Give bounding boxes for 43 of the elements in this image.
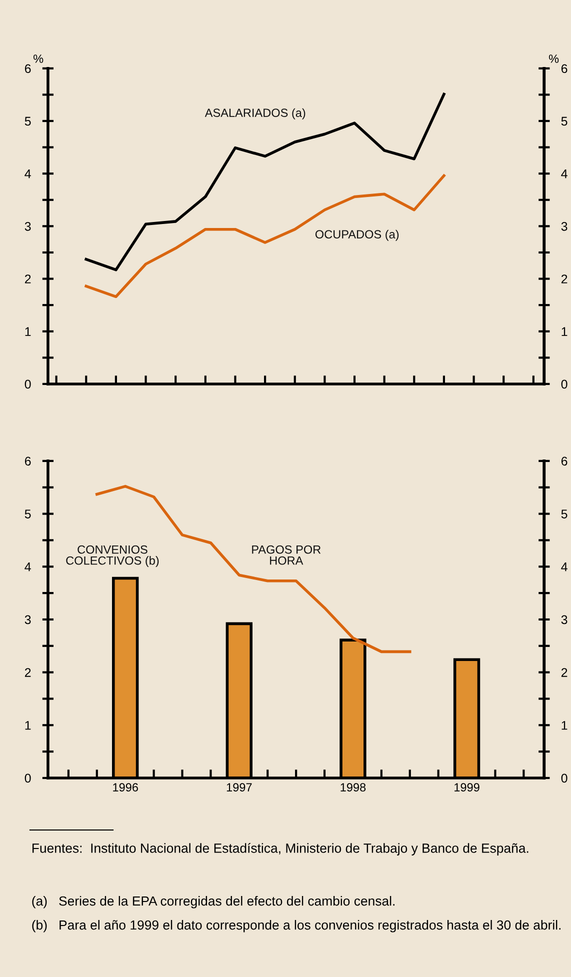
y-tick-label: 3 [24,615,31,624]
y-tick-label: 1 [25,327,31,336]
series-label: CONVENIOS COLECTIVOS (b) [66,545,159,568]
series-label: PAGOS POR HORA [252,545,321,565]
text: (b) Para el año 1999 el dato corresponde a los convenios registrados hasta el 30 de abril. [32,920,561,932]
y2-tick-label: 4 [561,562,568,572]
x-tick-label: 1999 [454,783,480,792]
y2-tick-label: 1 [562,721,568,730]
y-axis-title: % [34,54,44,63]
y2-tick-label: 4 [561,170,568,178]
y2-tick-label: 6 [561,456,568,466]
y2-tick-label: 2 [561,274,568,284]
x-tick-label: 1998 [340,783,366,792]
x-tick-label: 1996 [113,783,138,792]
y2-tick-label: 6 [561,64,568,74]
source-note: Fuentes: Instituto Nacional de Estadística, Ministerio de Trabajo y Banco de España. [32,843,528,856]
text: (a) Series de la EPA corregidas del efecto del cambio censal. [32,896,394,908]
y-tick-label: 6 [24,456,31,466]
x-tick-label: 1997 [226,783,252,792]
y-tick-label: 6 [24,64,31,74]
y2-tick-label: 1 [562,327,568,336]
series-label: ASALARIADOS (a) [204,108,306,120]
y-tick-label: 0 [24,774,31,783]
y2-tick-label: 0 [561,774,568,783]
y2-tick-label: 5 [561,116,568,126]
y2-tick-label: 3 [561,222,568,231]
y2-tick-label: 5 [561,510,568,518]
y-tick-label: 5 [24,510,31,518]
y2-axis-title: % [548,54,559,63]
y2-tick-label: 3 [561,615,568,624]
y-tick-label: 2 [24,668,31,677]
y-tick-label: 5 [24,116,31,126]
y-tick-label: 4 [24,562,31,572]
y-tick-label: 4 [24,170,31,178]
y-tick-label: 3 [24,222,31,231]
y-tick-label: 1 [25,721,31,730]
y2-tick-label: 2 [561,668,568,677]
line-series [84,92,446,272]
line-series [84,174,446,298]
series-label: OCUPADOS (a) [315,230,399,241]
y-tick-label: 2 [24,274,31,284]
y2-tick-label: 0 [561,380,568,389]
y-tick-label: 0 [24,380,31,389]
